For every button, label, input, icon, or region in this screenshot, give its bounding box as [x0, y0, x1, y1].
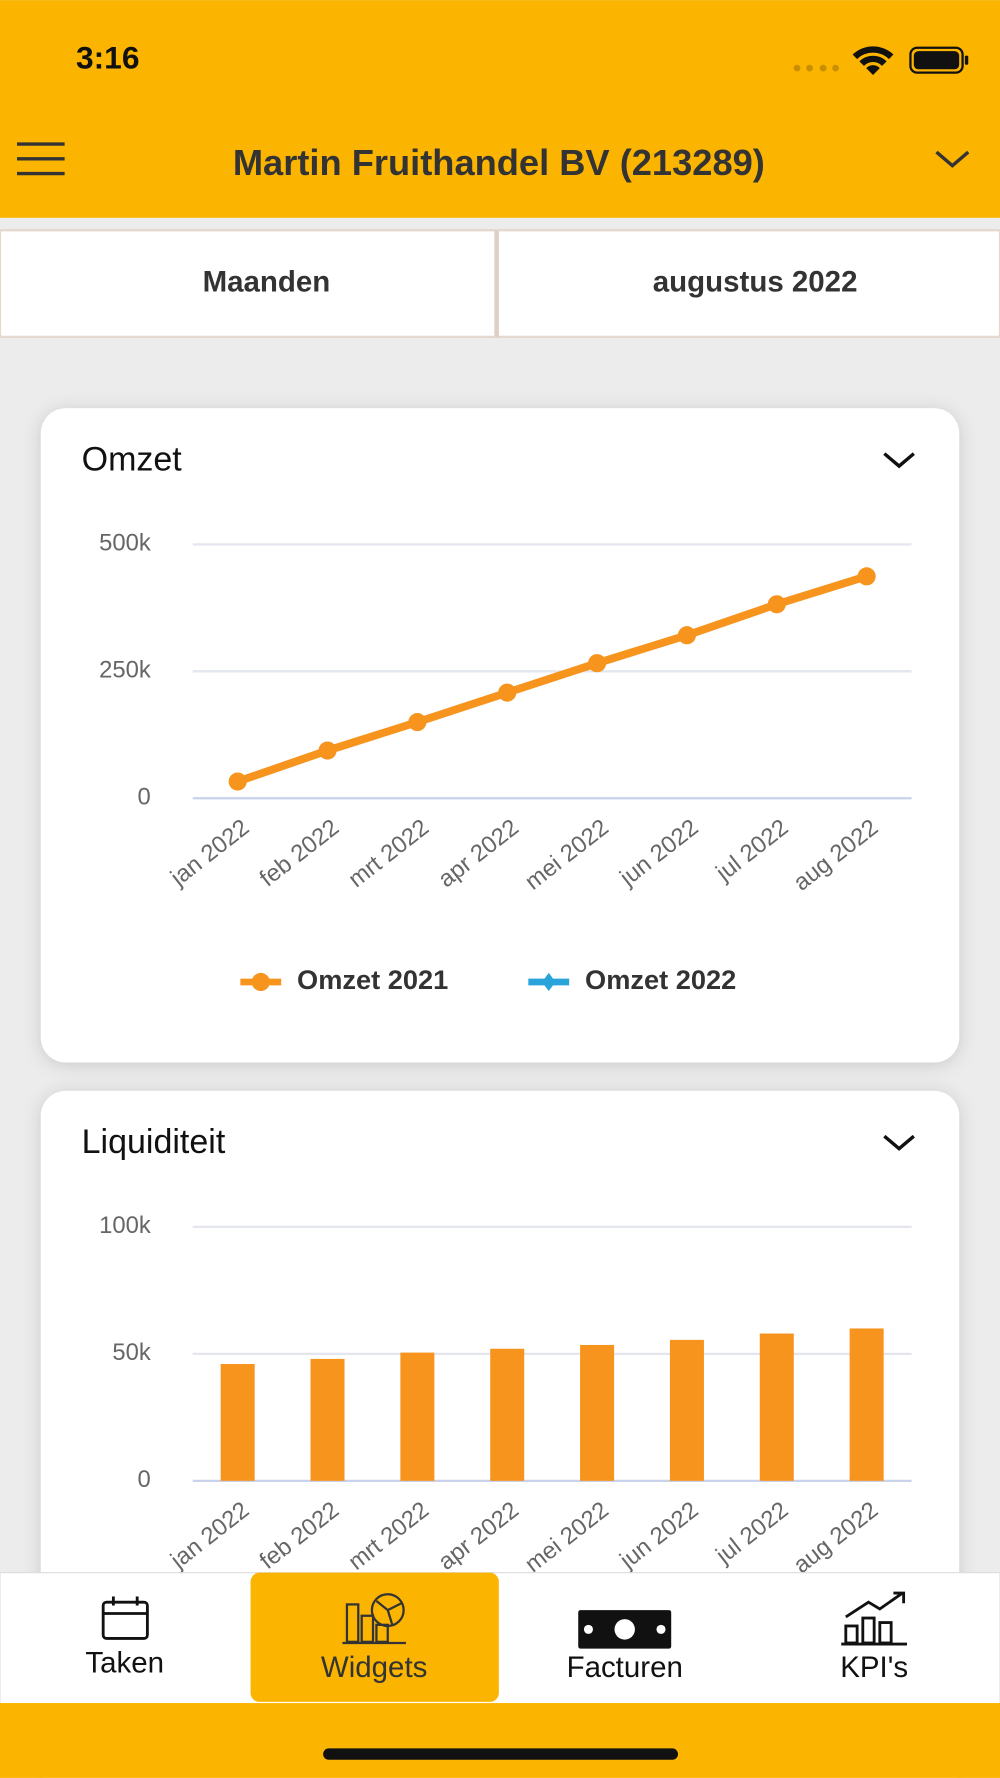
- bar: [849, 1328, 884, 1481]
- nav-active: [250, 1572, 499, 1702]
- nav-label[interactable]: Facturen: [567, 1651, 683, 1684]
- data-point: [857, 567, 876, 586]
- nav-icon: [578, 1610, 672, 1649]
- bar: [400, 1352, 435, 1481]
- legend-marker: [541, 972, 556, 992]
- menu-button[interactable]: [17, 142, 65, 176]
- header-bar: [0, 0, 1000, 218]
- data-point: [228, 772, 247, 791]
- legend-label: Omzet 2022: [585, 964, 736, 995]
- home-indicator: [323, 1748, 679, 1760]
- card: [40, 408, 960, 1063]
- card-toggle[interactable]: [883, 452, 915, 469]
- y-tick-label: 250k: [99, 657, 151, 684]
- nav-icon: [101, 1596, 149, 1640]
- nav-icon: [841, 1591, 908, 1646]
- data-point: [677, 626, 697, 645]
- legend-label: Omzet 2021: [297, 964, 448, 995]
- tab[interactable]: Maanden: [203, 265, 331, 298]
- data-point: [408, 713, 427, 732]
- nav-label[interactable]: KPI's: [840, 1651, 908, 1684]
- bar: [310, 1358, 345, 1481]
- status-time: 3:16: [76, 40, 140, 76]
- nav-label[interactable]: Taken: [85, 1646, 164, 1679]
- y-tick-label: 100k: [99, 1212, 151, 1239]
- bar: [759, 1333, 794, 1481]
- home-area: [0, 1703, 1000, 1778]
- data-point: [767, 595, 786, 614]
- series-line: [236, 572, 868, 786]
- nav-bar: [0, 1572, 1000, 1705]
- bar: [490, 1348, 525, 1481]
- y-tick-label: 0: [138, 784, 151, 811]
- y-tick-label: 500k: [99, 530, 151, 557]
- card-toggle[interactable]: [883, 1134, 915, 1151]
- y-tick-label: 50k: [112, 1339, 150, 1366]
- nav-label[interactable]: Widgets: [321, 1651, 427, 1684]
- data-point: [318, 741, 337, 760]
- legend-marker: [251, 972, 270, 992]
- y-tick-label: 0: [138, 1466, 151, 1493]
- header-title: Martin Fruithandel BV (213289): [233, 142, 765, 183]
- tab-bar: [0, 229, 1000, 338]
- data-point: [498, 683, 517, 702]
- tab[interactable]: augustus 2022: [653, 265, 858, 298]
- bar: [669, 1339, 704, 1481]
- header-dropdown[interactable]: [935, 150, 970, 168]
- status-icons: [793, 46, 969, 75]
- bar: [580, 1344, 615, 1481]
- card-title: Omzet: [82, 441, 183, 479]
- card-title: Liquiditeit: [82, 1123, 226, 1161]
- bar: [220, 1364, 255, 1481]
- data-point: [588, 654, 607, 673]
- nav-icon: [342, 1593, 406, 1645]
